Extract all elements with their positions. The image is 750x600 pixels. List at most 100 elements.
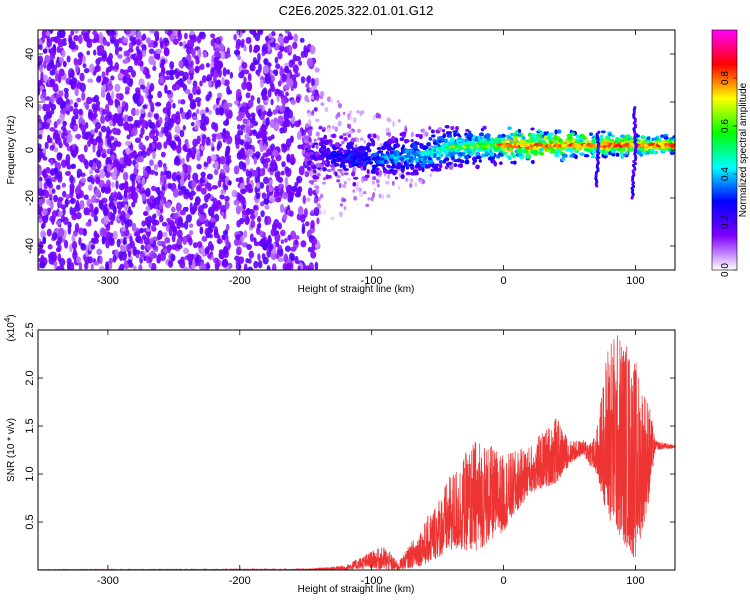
heatmap-cell [225, 146, 231, 156]
heatmap-cell [222, 134, 227, 143]
heatmap-cell [199, 226, 204, 235]
heatmap-cell [277, 183, 285, 190]
heatmap-cell [113, 191, 118, 199]
heatmap-cell [206, 264, 211, 269]
heatmap-cell [222, 128, 227, 137]
heatmap-cell [213, 61, 218, 68]
heatmap-cell [372, 192, 375, 198]
heatmap-cell [298, 60, 303, 66]
heatmap-cell [184, 59, 189, 68]
heatmap-cell [280, 239, 284, 244]
heatmap-cell [80, 177, 87, 183]
heatmap-cell [331, 133, 336, 138]
heatmap-cell [284, 118, 289, 125]
heatmap-cell [538, 148, 544, 152]
heatmap-cell [248, 250, 255, 259]
heatmap-cell [204, 219, 209, 227]
heatmap-cell [269, 195, 276, 203]
heatmap-cell [166, 90, 172, 95]
heatmap-cell [353, 176, 359, 180]
heatmap-cell [488, 157, 493, 161]
heatmap-cell [188, 237, 193, 246]
heatmap-cell [83, 207, 90, 216]
heatmap-cell [148, 130, 155, 139]
heatmap-cell [269, 179, 273, 185]
heatmap-cell [428, 137, 433, 141]
heatmap-cell [517, 128, 522, 133]
heatmap-cell [390, 165, 396, 169]
heatmap-cell [122, 171, 129, 181]
heatmap-cell [283, 84, 290, 90]
heatmap-cell [91, 38, 98, 44]
heatmap-cell [281, 96, 287, 106]
heatmap-cell [78, 34, 83, 44]
heatmap-cell [93, 230, 98, 239]
heatmap-cell [640, 135, 646, 140]
heatmap-cell [319, 193, 324, 199]
heatmap-cell [409, 183, 413, 188]
heatmap-cell [47, 244, 53, 250]
heatmap-cell [343, 180, 347, 185]
heatmap-cell [38, 40, 44, 46]
heatmap-cell [105, 223, 111, 232]
heatmap-cell [225, 136, 232, 145]
heatmap-cell [190, 48, 196, 55]
heatmap-cell [108, 257, 114, 264]
heatmap-cell [611, 134, 615, 138]
heatmap-cell [272, 149, 279, 157]
heatmap-cell [327, 127, 331, 133]
heatmap-cell [371, 180, 376, 185]
heatmap-cell [305, 83, 310, 88]
heatmap-cell [64, 90, 69, 100]
heatmap-cell [65, 160, 70, 166]
heatmap-cell [273, 117, 278, 124]
heatmap-cell [285, 262, 292, 269]
heatmap-cell [162, 231, 168, 238]
heatmap-cell [39, 64, 43, 73]
heatmap-cell [399, 137, 405, 142]
heatmap-cell [430, 129, 435, 134]
heatmap-cell [74, 30, 79, 34]
heatmap-cell [382, 167, 386, 171]
heatmap-cell [58, 199, 63, 207]
heatmap-cell [412, 144, 418, 149]
heatmap-cell [353, 163, 360, 167]
heatmap-cell [307, 145, 311, 150]
heatmap-cell [277, 115, 284, 125]
heatmap-cell [346, 123, 350, 128]
heatmap-cell [253, 237, 257, 244]
heatmap-cell [417, 167, 422, 171]
heatmap-cell [275, 173, 280, 182]
heatmap-cell [423, 146, 429, 150]
heatmap-cell [464, 159, 470, 165]
heatmap-cell [141, 49, 147, 57]
heatmap-cell [40, 223, 45, 230]
heatmap-cell [222, 230, 228, 236]
heatmap-cell [292, 64, 299, 74]
heatmap-cell [337, 103, 343, 109]
heatmap-cell [87, 111, 93, 119]
heatmap-cell [87, 184, 93, 192]
heatmap-cell [163, 141, 168, 149]
heatmap-cell [324, 106, 329, 113]
heatmap-cell [499, 161, 503, 165]
heatmap-cell [243, 76, 247, 84]
heatmap-cell [168, 69, 174, 77]
heatmap-cell [347, 133, 352, 138]
heatmap-cell [392, 169, 398, 174]
heatmap-cell [222, 67, 227, 77]
heatmap-cell [47, 134, 51, 144]
heatmap-cell [272, 109, 278, 115]
heatmap-cell [352, 167, 357, 171]
heatmap-cell [194, 97, 202, 103]
heatmap-cell [611, 152, 616, 157]
heatmap-cell [195, 57, 200, 65]
heatmap-cell [620, 149, 625, 153]
heatmap-cell [250, 219, 256, 229]
heatmap-cell [344, 153, 349, 158]
heatmap-cell [304, 157, 309, 163]
heatmap-cell [245, 149, 251, 155]
heatmap-cell [279, 65, 284, 75]
